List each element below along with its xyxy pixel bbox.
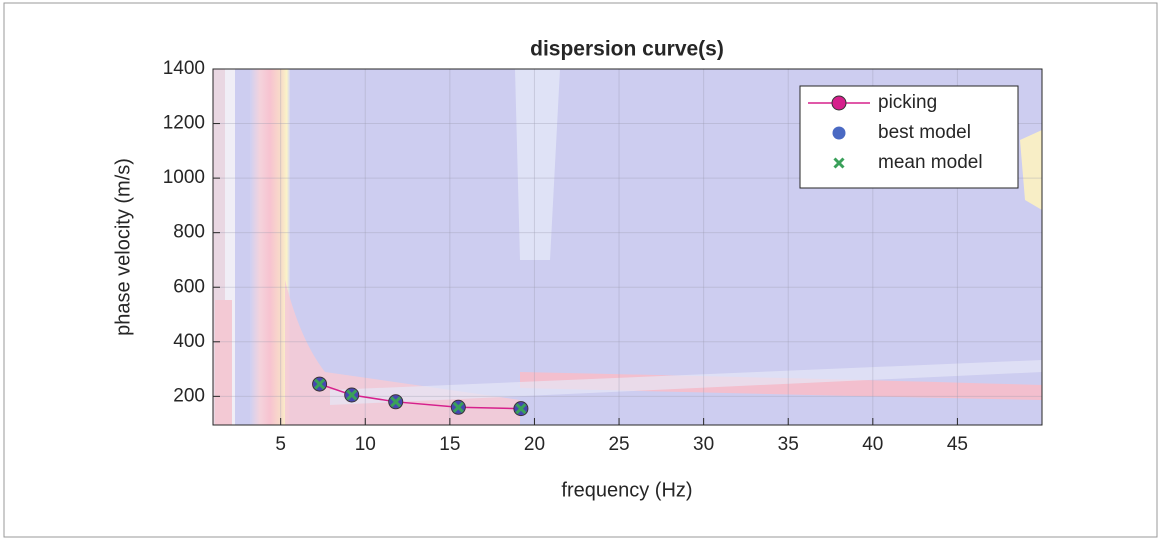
heatmap-streak [515,69,560,260]
legend-marker [832,126,846,140]
heatmap-stripe [225,69,235,425]
x-tick-label: 15 [439,434,460,455]
legend-marker [833,157,845,169]
x-tick-label: 25 [608,434,629,455]
x-tick-label: 30 [693,434,714,455]
y-axis-label: phase velocity (m/s) [112,158,134,336]
x-tick-label: 20 [524,434,545,455]
y-tick-label: 800 [173,222,205,243]
y-tick-label: 1000 [163,167,205,188]
legend-label: mean model [878,152,983,173]
x-axis-label: frequency (Hz) [561,479,692,501]
heatmap-curve [285,280,520,425]
x-tick-label: 45 [947,434,968,455]
mean-model-marker [390,396,402,408]
y-tick-label: 1200 [163,113,205,134]
mean-model-marker [314,378,326,390]
x-tick-label: 10 [355,434,376,455]
y-tick-label: 600 [173,276,205,297]
heatmap-streak [330,360,1042,405]
mean-model-marker [452,401,464,413]
plot-frame [212,68,1043,426]
x-tick-label: 5 [275,434,286,455]
mean-model-marker [515,403,527,415]
x-tick-label: 35 [778,434,799,455]
x-tick-label: 40 [862,434,883,455]
legend: picking best model mean model [799,85,1019,189]
legend-marker [831,95,847,111]
y-tick-label: 200 [173,385,205,406]
y-tick-label: 1400 [163,58,205,79]
heatmap-blob [1020,130,1042,210]
heatmap-band [250,69,290,425]
heatmap-blob [215,300,232,425]
legend-label: picking [878,92,937,113]
y-tick-label: 400 [173,331,205,352]
legend-label: best model [878,122,971,143]
mean-model-marker [346,389,358,401]
chart-title: dispersion curve(s) [530,38,724,61]
